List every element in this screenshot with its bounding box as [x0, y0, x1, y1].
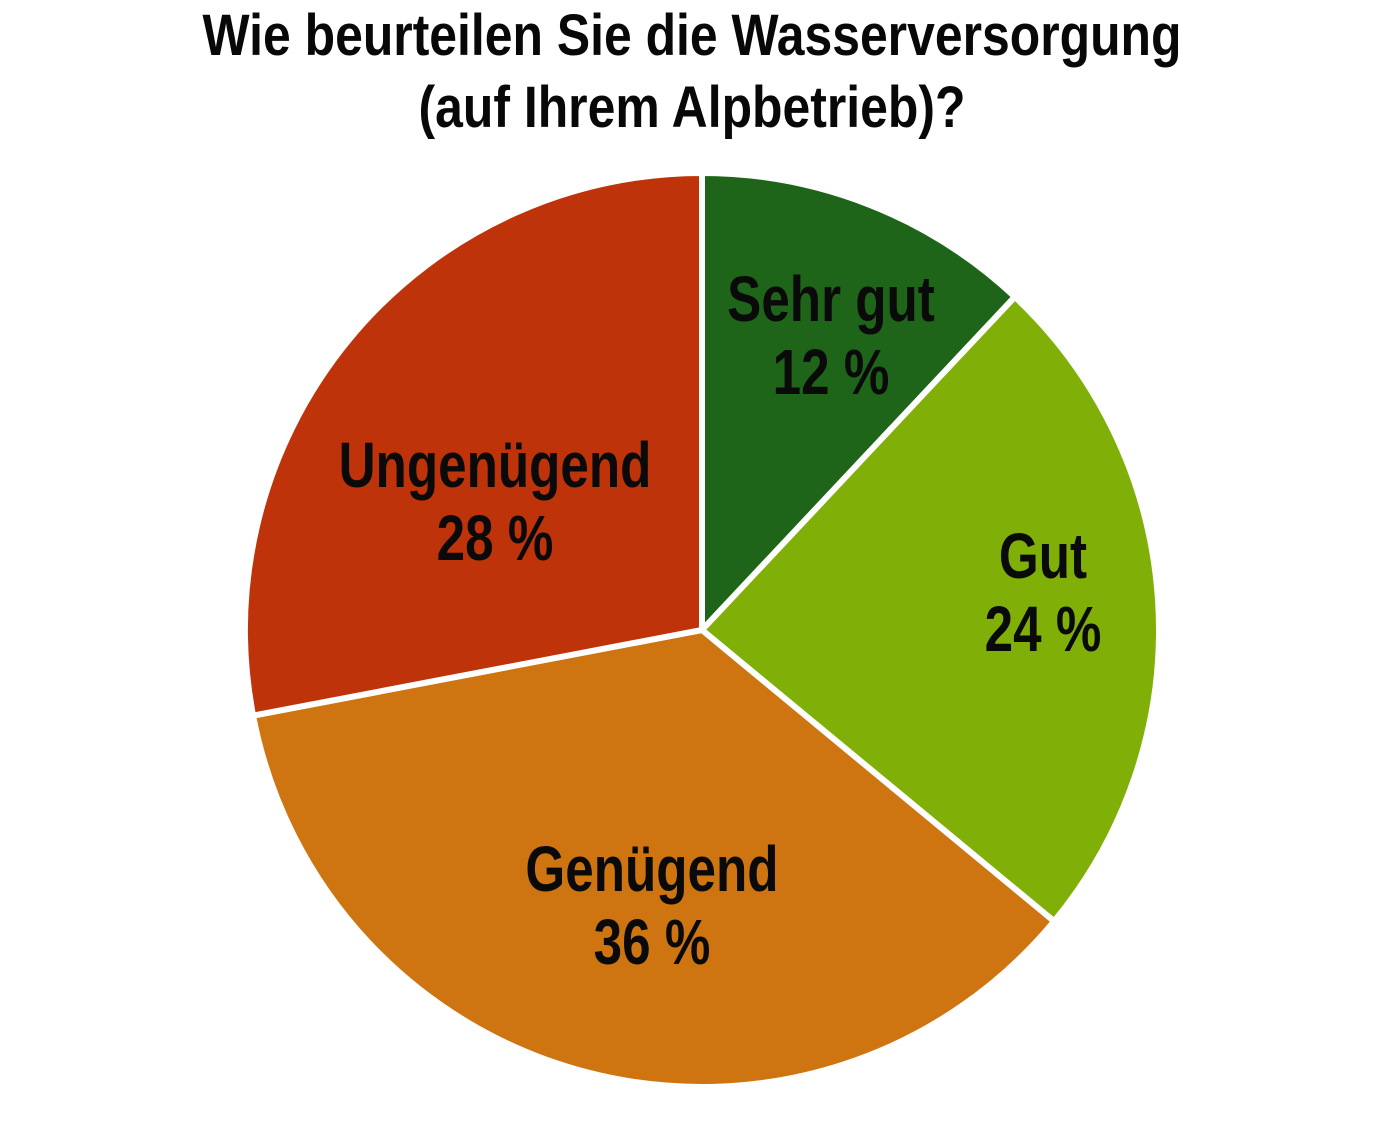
- pie-slice-ungenugend: [241, 170, 705, 719]
- chart-title-line-1: Wie beurteilen Sie die Wasserversorgung: [202, 3, 1182, 68]
- pie-slice-gut: [699, 293, 1162, 925]
- chart-title-line-2: (auf Ihrem Alpbetrieb)?: [418, 74, 966, 140]
- chart-title: Wie beurteilen Sie die Wasserversorgung …: [203, 0, 1182, 144]
- pie-slice-sehr-gut: [699, 170, 1018, 633]
- pie-slice-genugend: [250, 627, 1058, 1090]
